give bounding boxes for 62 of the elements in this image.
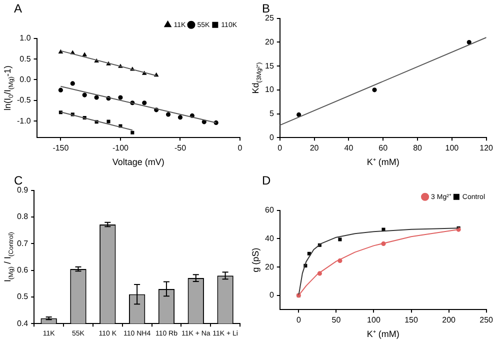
y-tick-label: 20 [264, 262, 274, 271]
x-axis-title: K⁺ (mM) [366, 328, 400, 339]
y-tick-label: 0 [269, 290, 274, 300]
point [166, 112, 171, 117]
y-tick-label: 0.8 [16, 212, 29, 221]
y-tick-label: 0.5 [20, 54, 32, 64]
point [106, 120, 110, 124]
chart-title: A [14, 2, 22, 16]
y-tick-label: -1.0 [16, 116, 32, 126]
x-tick-label: -50 [174, 144, 187, 153]
y-tick-label: 5 [269, 108, 274, 118]
y-tick-label: 0.0 [20, 74, 32, 84]
x-tick-label: 20 [310, 144, 320, 153]
chart-title: C [14, 173, 23, 188]
x-axis-title: K⁺ (mM) [366, 157, 400, 168]
x-tick-label: 0 [238, 144, 243, 153]
x-tick-label: 120 [480, 144, 494, 153]
x-tick-label: 200 [442, 315, 456, 324]
y-tick-label: 10 [264, 85, 274, 94]
y-tick-label: 15 [264, 61, 274, 70]
y-axis-title: g (pS) [250, 247, 260, 272]
x-tick-label: 0 [296, 315, 302, 324]
point [296, 112, 302, 118]
x-tick-label: 60 [378, 144, 388, 153]
x-tick-label: 100 [445, 144, 460, 153]
y-tick-label: 1.0 [20, 34, 32, 43]
point [338, 237, 342, 241]
y-tick-label: 0.4 [16, 318, 29, 328]
y-tick-label: 40 [264, 233, 274, 242]
y-tick-label: 0.5 [16, 292, 29, 301]
point [58, 88, 63, 92]
x-axis-title: Voltage (mV) [112, 157, 164, 168]
point [372, 88, 377, 92]
x-tick-label: 80 [413, 144, 423, 153]
point [118, 95, 123, 100]
point [130, 130, 134, 134]
point [466, 40, 472, 45]
x-tick-label: -150 [52, 144, 70, 153]
x-tick-label: 150 [404, 315, 418, 324]
x-tick-label: -100 [112, 144, 130, 153]
chart-title: B [262, 2, 270, 16]
x-tick-label: 40 [344, 144, 354, 153]
chart-title: D [262, 173, 271, 188]
y-tick-label: 60 [264, 205, 274, 214]
y-tick-label: 25 [264, 14, 274, 23]
point [202, 120, 206, 124]
point [82, 92, 87, 98]
y-tick-label: 0.9 [16, 185, 29, 194]
y-tick-label: -0.5 [16, 96, 32, 105]
point [70, 81, 75, 86]
point [178, 115, 183, 120]
y-tick-label: 0.6 [16, 265, 29, 274]
x-tick-label: 50 [332, 315, 342, 324]
point [82, 52, 87, 56]
point [94, 95, 99, 100]
point [142, 100, 147, 106]
y-tick-label: 0 [269, 132, 274, 142]
x-tick-label: 0 [278, 144, 283, 153]
x-tick-label: 250 [480, 315, 494, 324]
y-tick-label: 20 [264, 37, 274, 46]
y-tick-label: 0.7 [16, 238, 29, 248]
x-tick-label: 100 [367, 315, 381, 324]
